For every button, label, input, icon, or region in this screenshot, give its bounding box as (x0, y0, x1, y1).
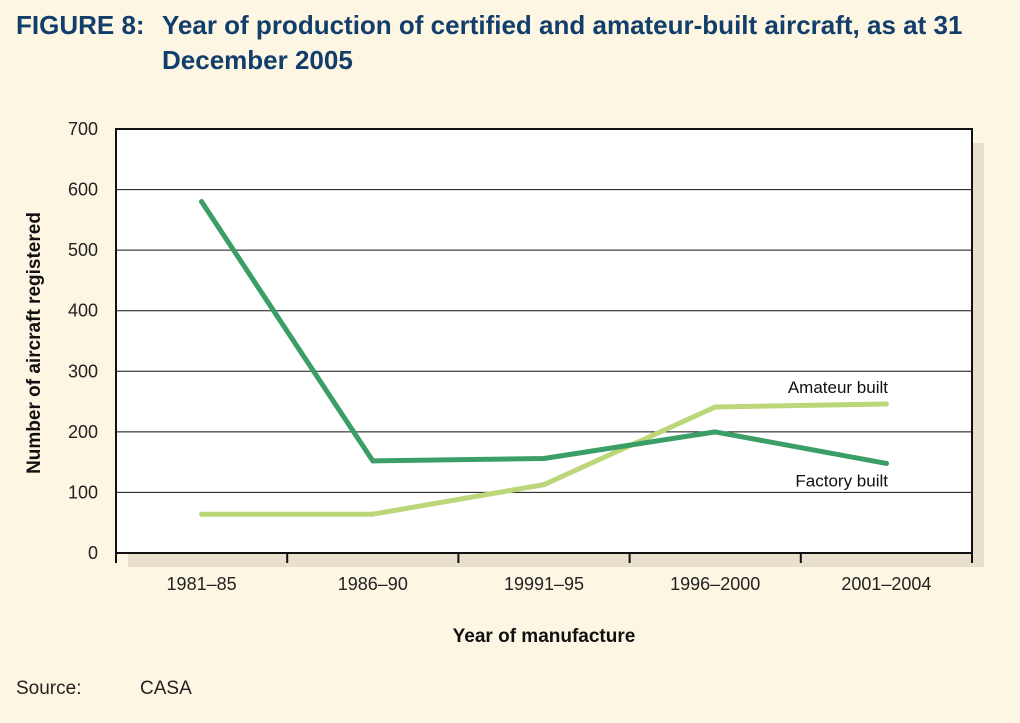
y-tick-label-100: 100 (68, 482, 98, 502)
figure-title-text: Year of production of certified and amat… (162, 10, 963, 75)
y-tick-label-600: 600 (68, 180, 98, 200)
x-tick-label-4: 2001–2004 (841, 574, 931, 594)
y-tick-label-400: 400 (68, 301, 98, 321)
y-tick-label-200: 200 (68, 422, 98, 442)
x-tick-label-1: 1986–90 (338, 574, 408, 594)
figure-number: FIGURE 8: (16, 10, 145, 40)
data-point-amateur-built-0 (199, 511, 205, 517)
y-tick-label-700: 700 (68, 119, 98, 139)
data-point-factory-built-1 (370, 458, 376, 464)
data-point-factory-built-4 (883, 460, 889, 466)
data-point-amateur-built-1 (370, 511, 376, 517)
x-tick-label-2: 19991–95 (504, 574, 584, 594)
source-value: CASA (140, 678, 192, 699)
axes (115, 552, 973, 563)
data-point-amateur-built-2 (541, 482, 547, 488)
y-axis-title: Number of aircraft registered (24, 212, 45, 474)
source-note: Source: CASA (16, 678, 192, 700)
series-lines (199, 199, 889, 517)
data-point-amateur-built-4 (883, 401, 889, 407)
x-tick-label-3: 1996–2000 (670, 574, 760, 594)
y-tick-label-500: 500 (68, 240, 98, 260)
x-tick-label-0: 1981–85 (167, 574, 237, 594)
y-tick-label-300: 300 (68, 361, 98, 381)
data-point-amateur-built-3 (712, 404, 718, 410)
data-point-factory-built-3 (712, 429, 718, 435)
x-axis-title: Year of manufacture (453, 626, 636, 647)
series-label-factory-built: Factory built (795, 471, 888, 490)
data-point-factory-built-0 (199, 199, 205, 205)
y-tick-label-0: 0 (88, 543, 98, 563)
data-point-factory-built-2 (541, 456, 547, 462)
gridlines (116, 189, 972, 493)
series-label-amateur-built: Amateur built (788, 378, 888, 397)
source-label: Source: (16, 678, 82, 699)
figure-title: FIGURE 8: Year of production of certifie… (16, 8, 1006, 78)
labels: 0 100 200 300 400 500 600 700 1981–85 1986–90 1999… (24, 119, 931, 647)
